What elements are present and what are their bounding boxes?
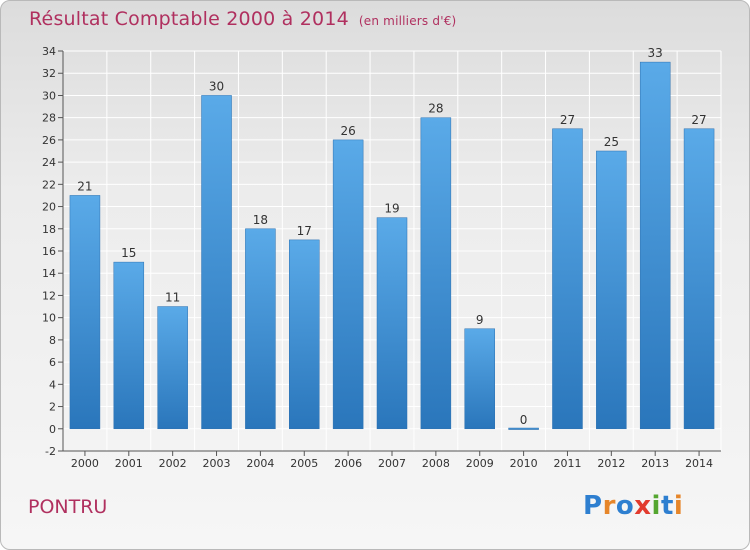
data-label: 33 [648, 46, 663, 60]
data-label: 9 [476, 313, 484, 327]
x-tick-label: 2002 [159, 457, 187, 470]
y-tick-label: 28 [42, 112, 56, 125]
logo-letter: x [634, 491, 652, 521]
x-tick-label: 2003 [203, 457, 231, 470]
data-label: 11 [165, 291, 180, 305]
data-label: 25 [604, 135, 619, 149]
logo-letter: r [602, 491, 616, 521]
y-tick-label: 34 [42, 45, 56, 58]
y-tick-label: 14 [42, 267, 56, 280]
bar[interactable] [157, 306, 188, 430]
y-tick-label: 12 [42, 289, 56, 302]
logo-letter: i [673, 491, 684, 521]
labels: -202468101214161820222426283032342120001… [42, 45, 713, 470]
y-tick-label: 24 [42, 156, 56, 169]
logo-letter: o [615, 491, 635, 521]
bar[interactable] [245, 228, 276, 430]
x-tick-label: 2001 [115, 457, 143, 470]
y-tick-label: -2 [45, 445, 56, 458]
bar[interactable] [639, 61, 671, 430]
x-tick-label: 2000 [71, 457, 99, 470]
bar[interactable] [683, 128, 715, 430]
chart-title-text: Résultat Comptable 2000 à 2014 [29, 8, 349, 30]
y-tick-label: 30 [42, 89, 56, 102]
y-tick-label: 32 [42, 67, 56, 80]
y-tick-label: 6 [49, 356, 56, 369]
x-tick-label: 2008 [422, 457, 450, 470]
bar[interactable] [464, 328, 495, 430]
y-tick-label: 20 [42, 201, 56, 214]
data-label: 15 [121, 246, 136, 260]
bar[interactable] [376, 217, 408, 430]
x-tick-label: 2012 [597, 457, 625, 470]
data-label: 18 [253, 213, 268, 227]
bar[interactable] [69, 195, 101, 430]
data-label: 21 [77, 179, 92, 193]
y-tick-label: 26 [42, 134, 56, 147]
logo-letter: i [651, 491, 661, 521]
chart-title: Résultat Comptable 2000 à 2014 (en millie… [29, 8, 456, 30]
x-tick-label: 2007 [378, 457, 406, 470]
data-label: 27 [691, 113, 706, 127]
y-tick-label: 22 [42, 178, 56, 191]
bar[interactable] [201, 95, 232, 430]
logo-letter: t [660, 491, 674, 521]
chart-subtitle: (en milliers d'€) [358, 14, 457, 28]
commune-name: PONTRU [28, 496, 108, 518]
x-tick-label: 2011 [553, 457, 581, 470]
data-label: 0 [520, 413, 528, 427]
y-tick-label: 2 [49, 401, 56, 414]
bar[interactable] [508, 427, 539, 430]
data-label: 27 [560, 113, 575, 127]
bar[interactable] [289, 239, 320, 430]
bar[interactable] [332, 139, 364, 430]
x-tick-label: 2004 [246, 457, 274, 470]
y-tick-label: 8 [49, 334, 56, 347]
bar[interactable] [113, 261, 145, 430]
axes [58, 50, 721, 456]
y-tick-label: 16 [42, 245, 56, 258]
y-tick-label: 18 [42, 223, 56, 236]
y-tick-label: 10 [42, 312, 56, 325]
logo-letter: P [583, 491, 603, 521]
x-tick-label: 2010 [510, 457, 538, 470]
x-tick-label: 2009 [466, 457, 494, 470]
bar[interactable] [552, 128, 583, 430]
y-tick-label: 0 [49, 423, 56, 436]
data-label: 19 [384, 202, 399, 216]
x-tick-label: 2005 [290, 457, 318, 470]
bar[interactable] [420, 117, 452, 430]
data-label: 17 [297, 224, 312, 238]
data-label: 28 [428, 102, 443, 116]
y-tick-label: 4 [49, 378, 56, 391]
data-label: 30 [209, 79, 224, 93]
x-tick-label: 2006 [334, 457, 362, 470]
bars [69, 61, 715, 430]
bar[interactable] [596, 150, 627, 430]
x-tick-label: 2014 [685, 457, 713, 470]
proxiti-logo[interactable]: Proxiti [583, 491, 683, 521]
data-label: 26 [340, 124, 355, 138]
x-tick-label: 2013 [641, 457, 669, 470]
